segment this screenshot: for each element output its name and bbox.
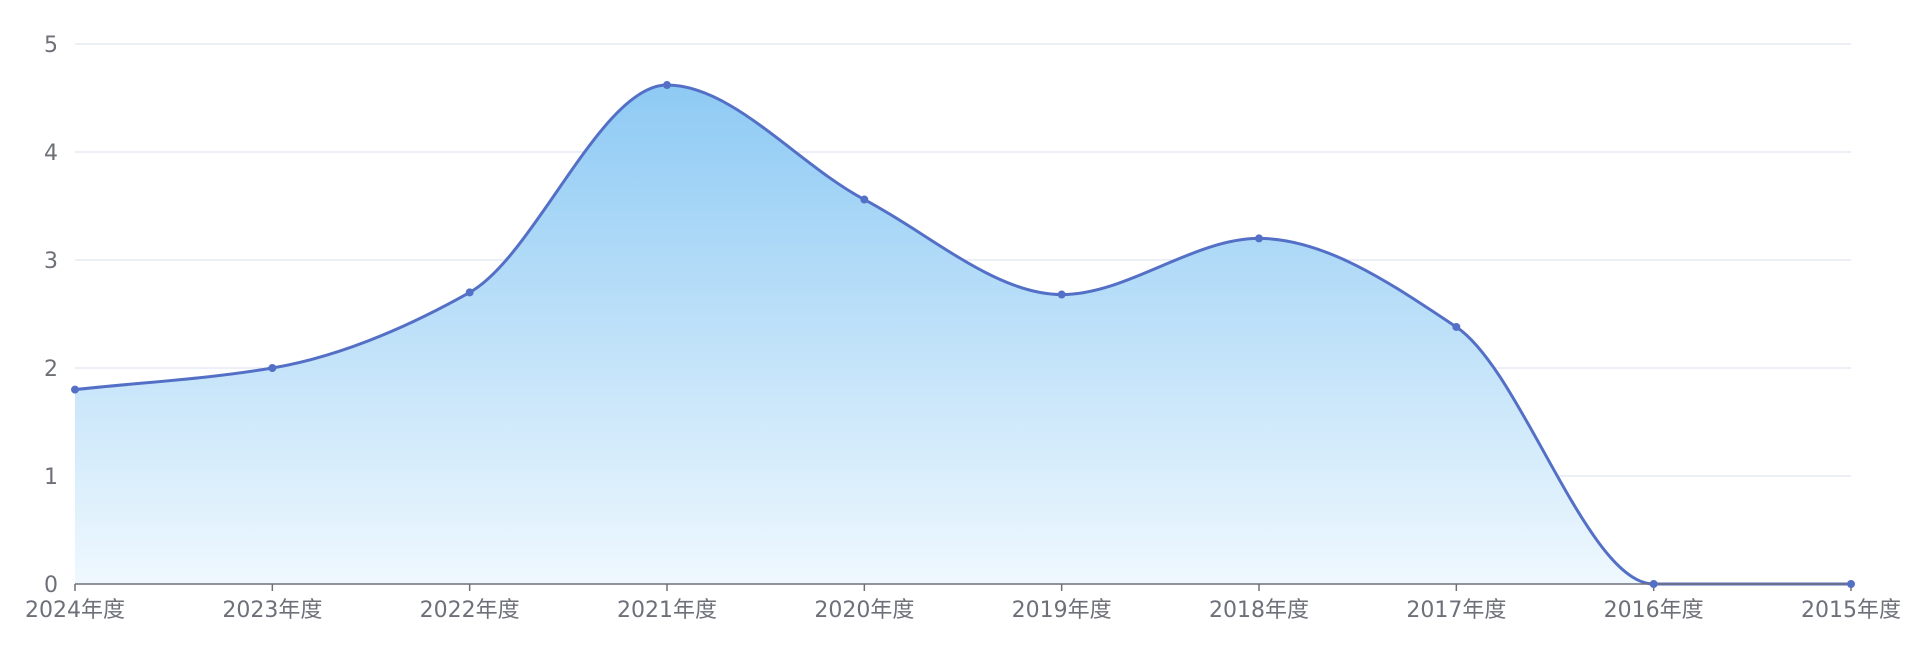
data-point[interactable] [860, 195, 869, 204]
x-tick-label: 2015年度 [1801, 598, 1901, 623]
data-point[interactable] [268, 364, 277, 372]
x-tick-label: 2020年度 [814, 598, 914, 623]
data-points [71, 81, 1855, 588]
y-tick-label: 2 [44, 357, 58, 382]
x-tick-label: 2017年度 [1406, 598, 1506, 623]
y-tick-label: 5 [44, 33, 58, 58]
data-point[interactable] [1057, 290, 1066, 299]
data-point[interactable] [71, 385, 79, 394]
series-line [74, 83, 1851, 586]
data-point[interactable] [1452, 322, 1461, 331]
data-point[interactable] [1255, 234, 1263, 243]
data-point[interactable] [1847, 580, 1855, 588]
y-tick-label: 0 [44, 573, 58, 598]
x-tick-label: 2016年度 [1604, 598, 1704, 623]
series-area-fill [75, 85, 1851, 584]
x-tick-label: 2019年度 [1012, 598, 1112, 623]
y-tick-label: 1 [44, 465, 58, 490]
data-point[interactable] [465, 288, 474, 297]
x-axis-ticks: 2024年度 2023年度 2022年度 2021年度 2020年度 2019年度 2018… [25, 584, 1901, 623]
x-tick-label: 2018年度 [1209, 598, 1309, 623]
y-tick-label: 3 [44, 249, 58, 274]
x-tick-label: 2021年度 [617, 598, 717, 623]
x-tick-label: 2023年度 [222, 598, 322, 623]
data-point[interactable] [663, 81, 671, 90]
y-tick-label: 4 [44, 141, 58, 166]
y-axis-ticks: 0 1 2 3 4 5 [44, 33, 58, 598]
x-tick-label: 2024年度 [25, 598, 125, 623]
x-tick-label: 2022年度 [420, 598, 520, 623]
data-point[interactable] [1649, 580, 1658, 588]
